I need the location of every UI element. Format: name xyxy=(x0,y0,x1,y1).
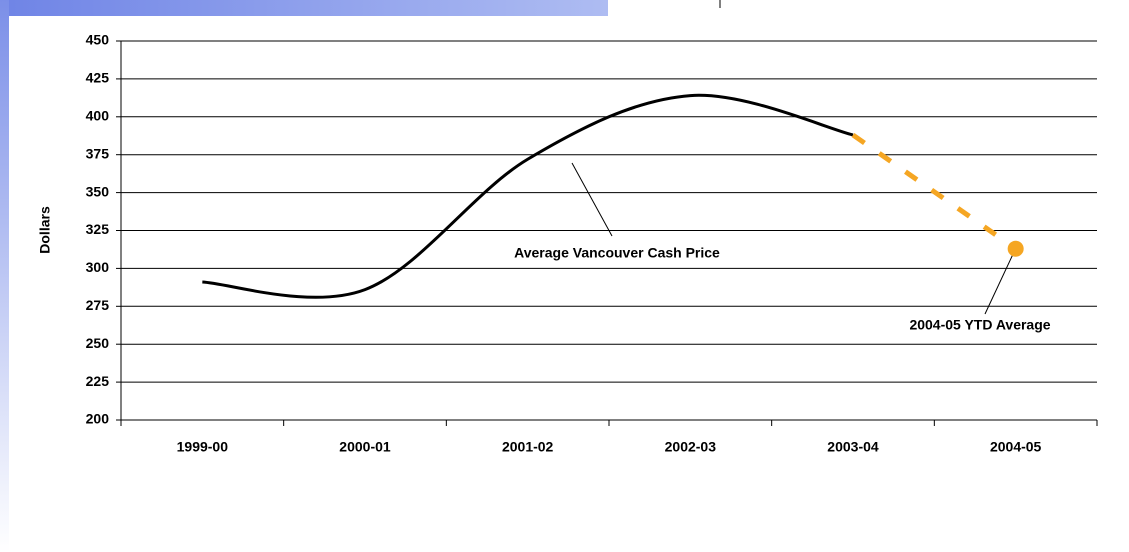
series-label: 2004-05 YTD Average xyxy=(909,317,1050,333)
series-line xyxy=(202,93,854,299)
point-marker xyxy=(1007,240,1024,257)
x-tick-label: 2000-01 xyxy=(339,439,391,455)
y-tick-label: 200 xyxy=(86,411,110,427)
y-axis-title: Dollars xyxy=(37,206,53,254)
x-tick-label: 2001-02 xyxy=(502,439,554,455)
y-tick-label: 450 xyxy=(86,32,110,48)
y-tick-label: 400 xyxy=(86,108,110,124)
top-bar xyxy=(0,0,608,16)
series-line xyxy=(851,132,1018,251)
side-bar xyxy=(0,0,9,552)
x-tick-label: 2003-04 xyxy=(827,439,879,455)
y-tick-label: 250 xyxy=(86,335,110,351)
y-tick-label: 300 xyxy=(86,259,110,275)
annotation-pointer xyxy=(571,162,613,237)
y-tick-label: 325 xyxy=(86,221,110,237)
y-tick-label: 275 xyxy=(86,297,110,313)
y-tick-label: 225 xyxy=(86,373,110,389)
x-tick-label: 2002-03 xyxy=(665,439,717,455)
y-tick-label: 425 xyxy=(86,70,110,86)
series-label: Average Vancouver Cash Price xyxy=(514,245,720,261)
y-tick-label: 350 xyxy=(86,183,110,199)
x-tick-label: 2004-05 xyxy=(990,439,1042,455)
annotation-pointer xyxy=(984,251,1015,315)
y-tick-label: 375 xyxy=(86,145,110,161)
x-tick-label: 1999-00 xyxy=(177,439,229,455)
